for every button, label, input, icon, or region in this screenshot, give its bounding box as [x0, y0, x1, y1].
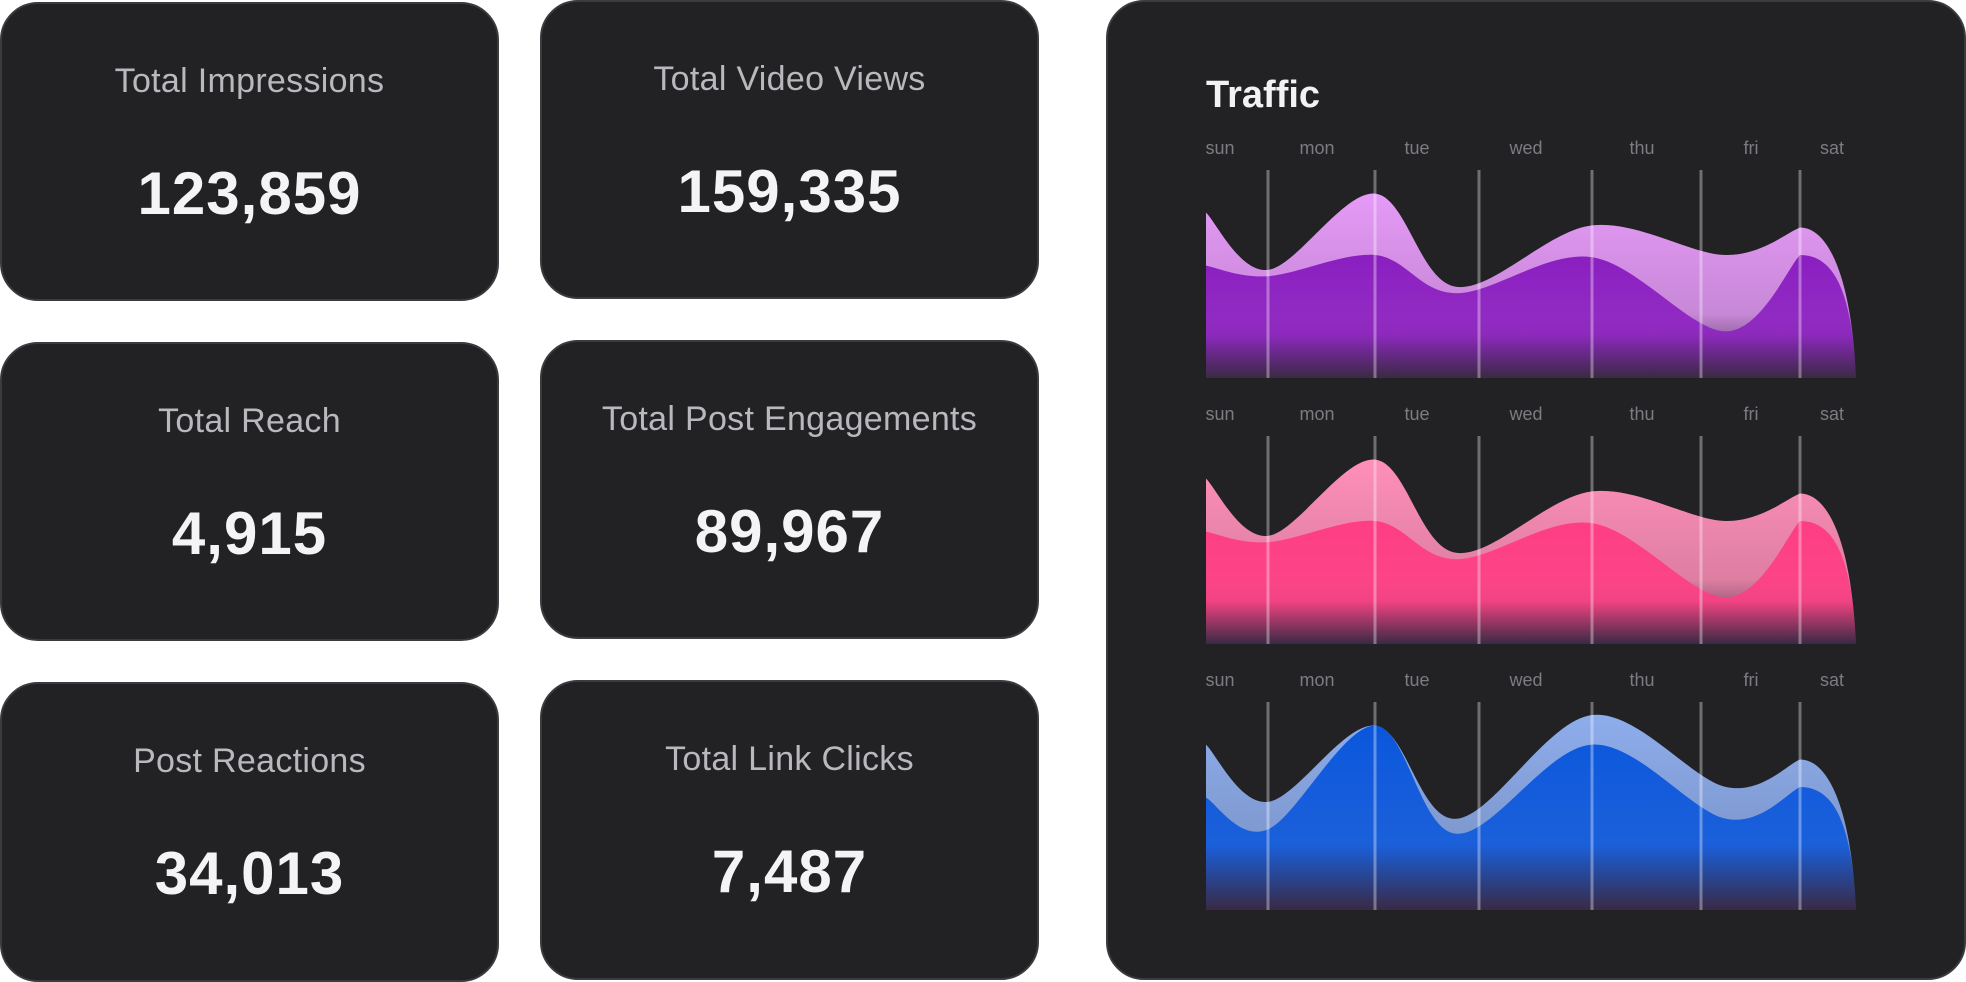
day-label-sat: sat: [1819, 670, 1845, 690]
metric-value: 89,967: [694, 498, 885, 565]
area-series-front: [1206, 520, 1856, 644]
metric-label: Total Impressions: [114, 62, 385, 100]
day-label-tue: tue: [1404, 404, 1430, 424]
traffic-chart-pink: sun mon tue wed thu fri sat: [1205, 404, 1856, 644]
day-label-sun: sun: [1205, 138, 1235, 158]
traffic-title: Traffic: [1206, 74, 1321, 116]
day-label-tue: tue: [1404, 138, 1430, 158]
metric-value: 123,859: [137, 160, 362, 227]
metric-card-total-post-engagements[interactable]: Total Post Engagements 89,967: [540, 340, 1039, 639]
day-label-sat: sat: [1819, 138, 1845, 158]
day-label-sun: sun: [1205, 404, 1235, 424]
metric-label: Total Link Clicks: [665, 740, 914, 778]
area-series-front: [1206, 725, 1856, 910]
day-label-mon: mon: [1299, 670, 1335, 690]
metric-label: Total Post Engagements: [601, 400, 978, 438]
day-label-sun: sun: [1205, 670, 1235, 690]
traffic-chart-blue: sun mon tue wed thu fri sat: [1205, 670, 1856, 910]
metric-value: 4,915: [171, 500, 328, 567]
metric-value: 159,335: [677, 158, 902, 225]
day-label-thu: thu: [1629, 670, 1655, 690]
day-label-tue: tue: [1404, 670, 1430, 690]
traffic-area-svg: [1206, 170, 1856, 378]
day-label-sat: sat: [1819, 404, 1845, 424]
metric-value: 34,013: [154, 840, 345, 907]
day-label-fri: fri: [1743, 138, 1759, 158]
day-label-thu: thu: [1629, 404, 1655, 424]
day-label-wed: wed: [1509, 138, 1543, 158]
day-label-wed: wed: [1509, 404, 1543, 424]
day-label-mon: mon: [1299, 404, 1335, 424]
day-label-fri: fri: [1743, 670, 1759, 690]
metric-card-total-link-clicks[interactable]: Total Link Clicks 7,487: [540, 680, 1039, 980]
metric-card-post-reactions[interactable]: Post Reactions 34,013: [0, 682, 499, 982]
day-label-wed: wed: [1509, 670, 1543, 690]
day-label-thu: thu: [1629, 138, 1655, 158]
metric-label: Total Reach: [158, 402, 341, 440]
traffic-area-svg: [1206, 436, 1856, 644]
metric-card-total-impressions[interactable]: Total Impressions 123,859: [0, 2, 499, 301]
metric-label: Post Reactions: [133, 742, 366, 780]
traffic-area-svg: [1206, 702, 1856, 910]
metric-label: Total Video Views: [653, 60, 926, 98]
traffic-chart-purple: sun mon tue wed thu fri sat: [1205, 138, 1856, 378]
traffic-panel: Traffic sun mon tue wed thu fri sat sun mon tue w…: [1106, 0, 1966, 980]
day-label-mon: mon: [1299, 138, 1335, 158]
metric-card-total-reach[interactable]: Total Reach 4,915: [0, 342, 499, 641]
day-label-fri: fri: [1743, 404, 1759, 424]
metric-value: 7,487: [711, 838, 868, 905]
area-series-front: [1206, 254, 1856, 378]
metric-card-total-video-views[interactable]: Total Video Views 159,335: [540, 0, 1039, 299]
